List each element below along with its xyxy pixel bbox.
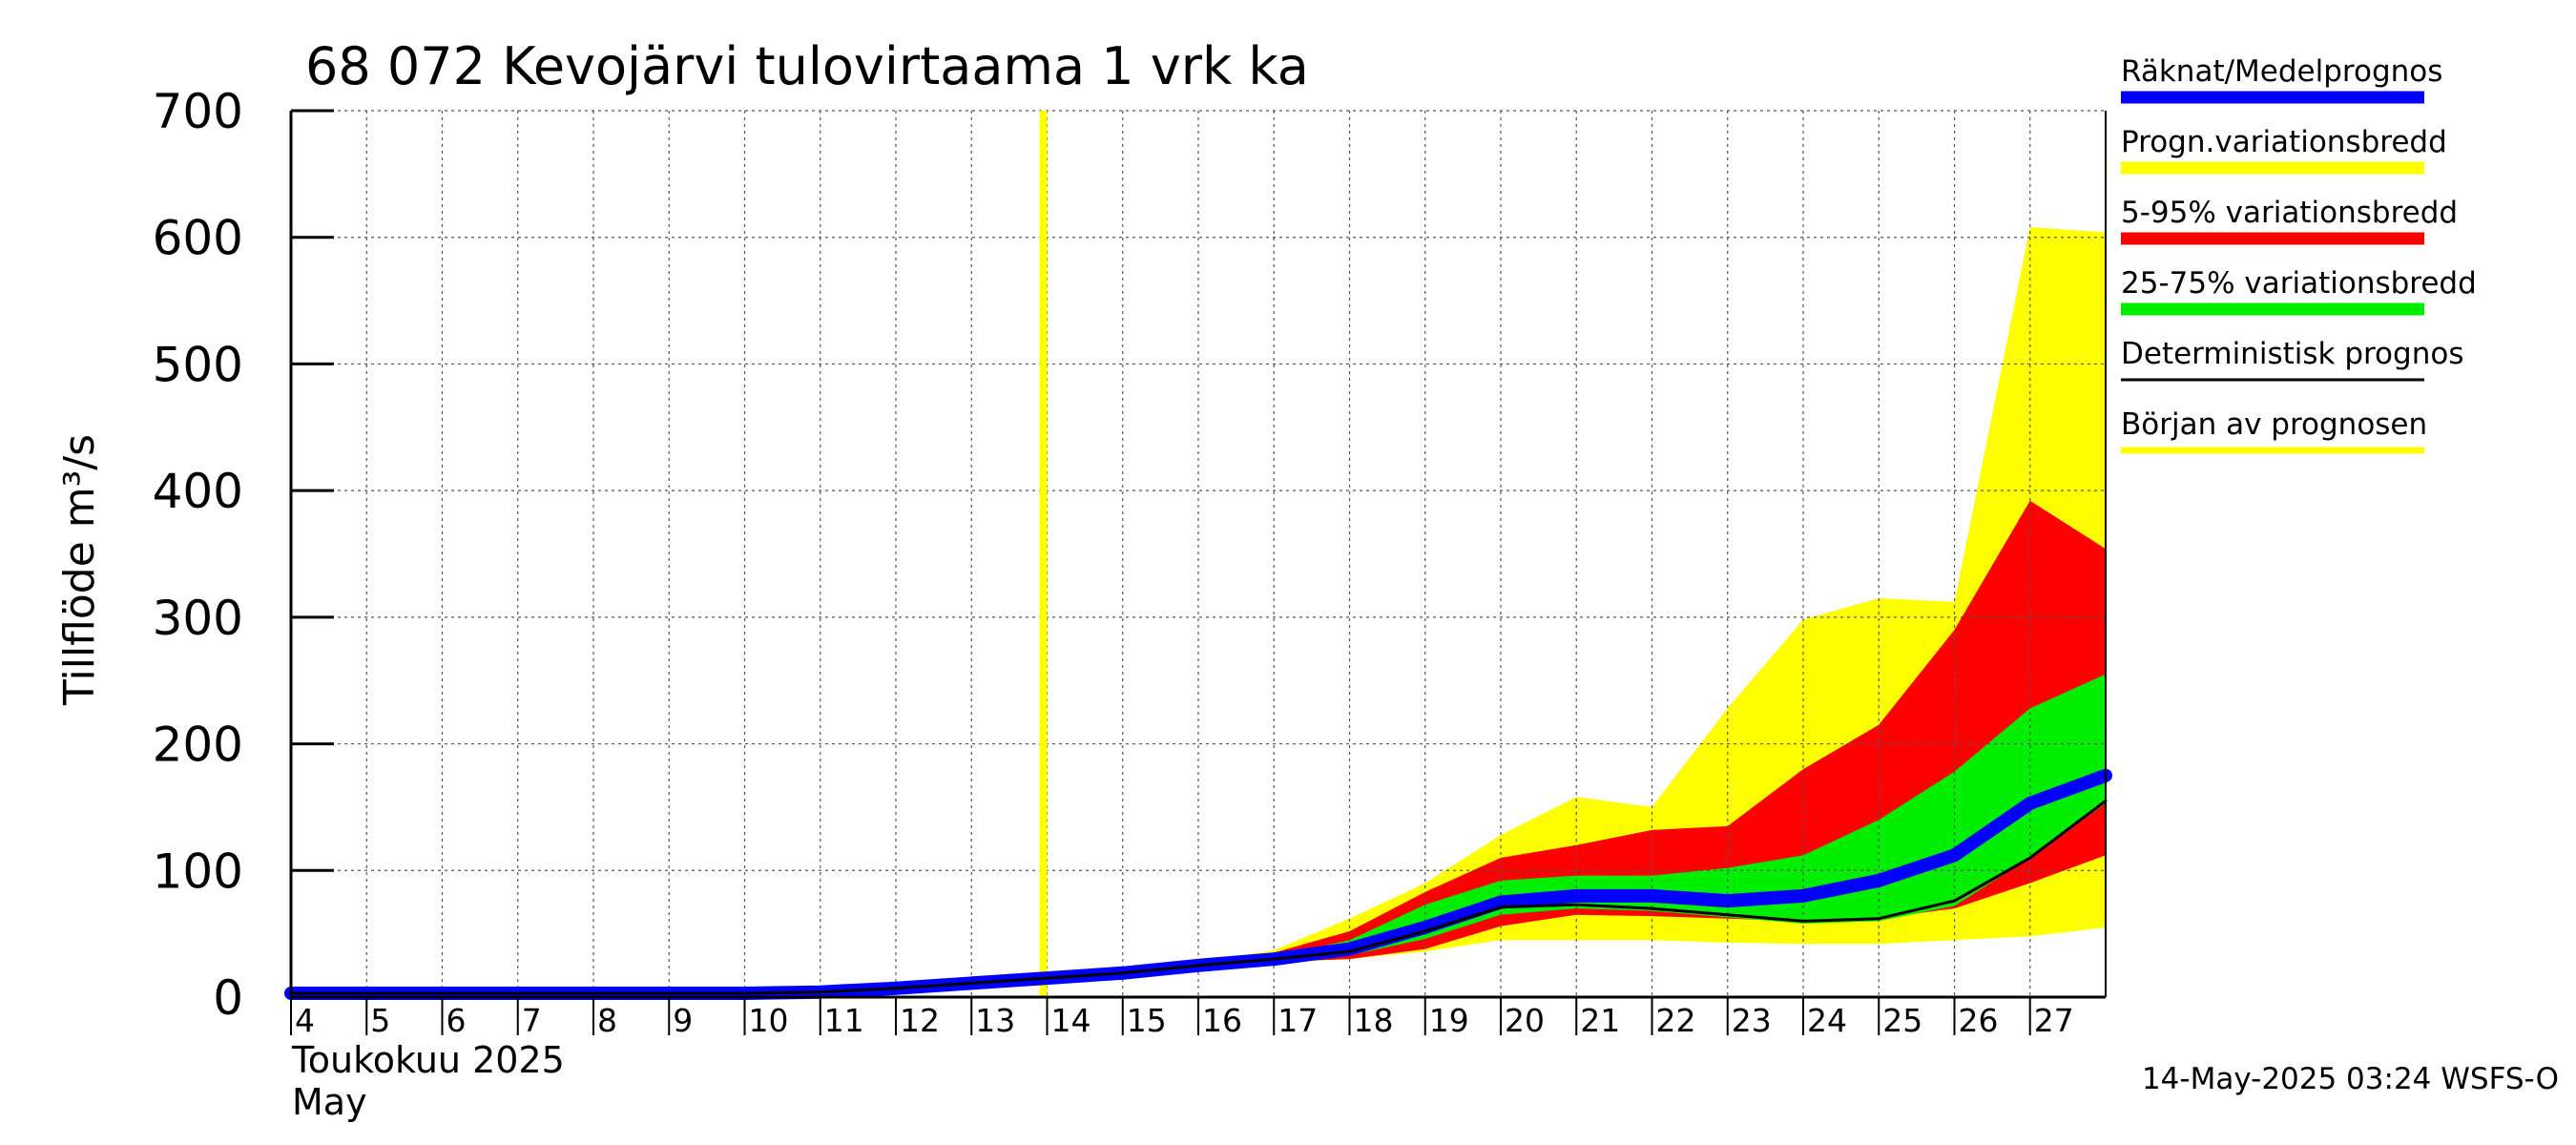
y-axis-label: Tillflöde m³/s: [55, 434, 104, 706]
x-tick-label: 23: [1732, 1002, 1772, 1039]
x-tick-label: 20: [1505, 1002, 1545, 1039]
band-progn-variationsbredd: [291, 227, 2106, 994]
x-tick-label: 26: [1959, 1002, 1999, 1039]
y-tick-label: 0: [213, 970, 243, 1026]
y-tick-label: 300: [153, 591, 243, 646]
y-tick-label: 200: [153, 718, 243, 773]
legend-label: 5-95% variationsbredd: [2121, 196, 2458, 230]
line-layer: [284, 111, 2112, 1001]
month-label-en: May: [292, 1081, 367, 1123]
x-tick-label: 11: [824, 1002, 864, 1039]
chart-title: 68 072 Kevojärvi tulovirtaama 1 vrk ka: [305, 36, 1309, 96]
legend-label: Början av prognosen: [2121, 407, 2427, 442]
legend-label: Deterministisk prognos: [2121, 337, 2463, 371]
x-tick-label: 19: [1429, 1002, 1469, 1039]
y-tick-label: 500: [153, 337, 243, 392]
axes-layer: 0 100 200 300 400 500 600 700 4 5 6 7 8 9 10 11 12 13 14 15…: [153, 84, 2107, 1039]
x-tick-label: 4: [295, 1002, 315, 1039]
y-tick-label: 700: [153, 84, 243, 139]
y-tick-label: 400: [153, 464, 243, 519]
x-tick-label: 25: [1882, 1002, 1922, 1039]
footer-timestamp: 14-May-2025 03:24 WSFS-O: [2142, 1062, 2559, 1096]
x-tick-label: 9: [673, 1002, 693, 1039]
month-label-fi: Toukokuu 2025: [291, 1039, 565, 1081]
x-tick-label: 6: [447, 1002, 467, 1039]
x-tick-label: 24: [1807, 1002, 1847, 1039]
band-5-95-variationsbredd: [291, 500, 2106, 994]
legend-label: Räknat/Medelprognos: [2121, 54, 2442, 89]
legend: Räknat/Medelprognos Progn.variationsbredd…: [2121, 54, 2477, 454]
x-tick-label: 5: [370, 1002, 390, 1039]
legend-label: 25-75% variationsbredd: [2121, 266, 2477, 301]
x-tick-label: 22: [1656, 1002, 1696, 1039]
x-tick-label: 12: [900, 1002, 940, 1039]
y-tick-label: 100: [153, 843, 243, 899]
x-tick-label: 27: [2034, 1002, 2074, 1039]
x-tick-label: 17: [1278, 1002, 1318, 1039]
x-tick-label: 7: [522, 1002, 542, 1039]
x-tick-label: 10: [749, 1002, 789, 1039]
band-layer: [291, 227, 2106, 994]
x-tick-label: 8: [597, 1002, 617, 1039]
x-tick-label: 14: [1051, 1002, 1091, 1039]
x-tick-label: 21: [1580, 1002, 1620, 1039]
legend-label: Progn.variationsbredd: [2121, 125, 2447, 159]
y-tick-label: 600: [153, 211, 243, 266]
x-tick-label: 15: [1127, 1002, 1167, 1039]
x-tick-label: 13: [975, 1002, 1015, 1039]
grid-layer: [290, 110, 2106, 997]
series-line-deterministisk-prognos: [289, 799, 2108, 995]
x-tick-label: 16: [1202, 1002, 1242, 1039]
x-tick-label: 18: [1354, 1002, 1394, 1039]
